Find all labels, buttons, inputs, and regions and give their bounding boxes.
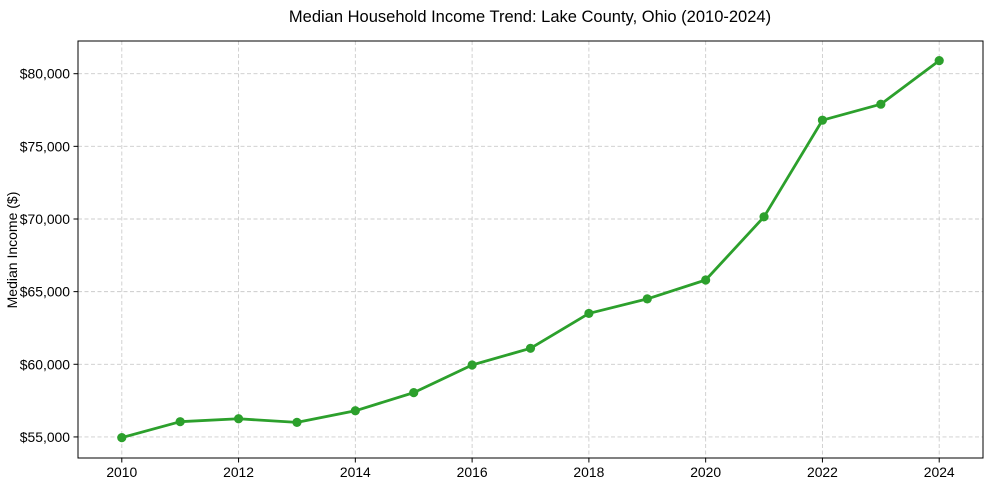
income-series: [117, 56, 944, 443]
x-tick-label: 2024: [924, 464, 955, 480]
data-point-2019: [642, 294, 652, 304]
chart-title: Median Household Income Trend: Lake Coun…: [289, 8, 771, 26]
data-point-2011: [175, 417, 185, 427]
data-point-2014: [350, 406, 360, 416]
x-tick-label: 2022: [807, 464, 838, 480]
data-point-2024: [934, 56, 944, 66]
y-tick-label: $80,000: [20, 66, 70, 82]
tick-labels: 2010 2012 2014 2016 2018 2020 2022 2024 $55,000 $…: [20, 66, 955, 480]
x-tick-label: 2018: [573, 464, 604, 480]
y-tick-label: $65,000: [20, 284, 70, 300]
plot-border: [77, 40, 984, 459]
data-point-2010: [117, 433, 127, 443]
y-tick-label: $75,000: [20, 138, 70, 154]
y-tick-label: $55,000: [20, 429, 70, 445]
data-point-2017: [525, 343, 536, 353]
x-tick-label: 2012: [223, 464, 254, 480]
data-point-2023: [876, 99, 886, 109]
x-tick-label: 2014: [340, 464, 371, 480]
data-point-2016: [467, 360, 477, 370]
data-point-2013: [292, 417, 302, 428]
data-point-2020: [701, 275, 711, 285]
trend-line: [120, 59, 941, 440]
y-axis-label: Median Income ($): [4, 192, 20, 309]
data-point-2012: [233, 414, 244, 424]
y-tick-label: $70,000: [20, 211, 70, 227]
x-tick-label: 2016: [457, 464, 488, 480]
data-point-2021: [759, 212, 769, 222]
y-tick-label: $60,000: [20, 356, 70, 372]
x-tick-label: 2010: [106, 464, 137, 480]
x-tick-label: 2020: [690, 464, 721, 480]
gridlines: [78, 41, 983, 458]
data-point-2022: [817, 115, 828, 125]
data-point-2018: [584, 308, 594, 319]
data-point-2015: [409, 388, 419, 398]
axes: [73, 40, 984, 463]
